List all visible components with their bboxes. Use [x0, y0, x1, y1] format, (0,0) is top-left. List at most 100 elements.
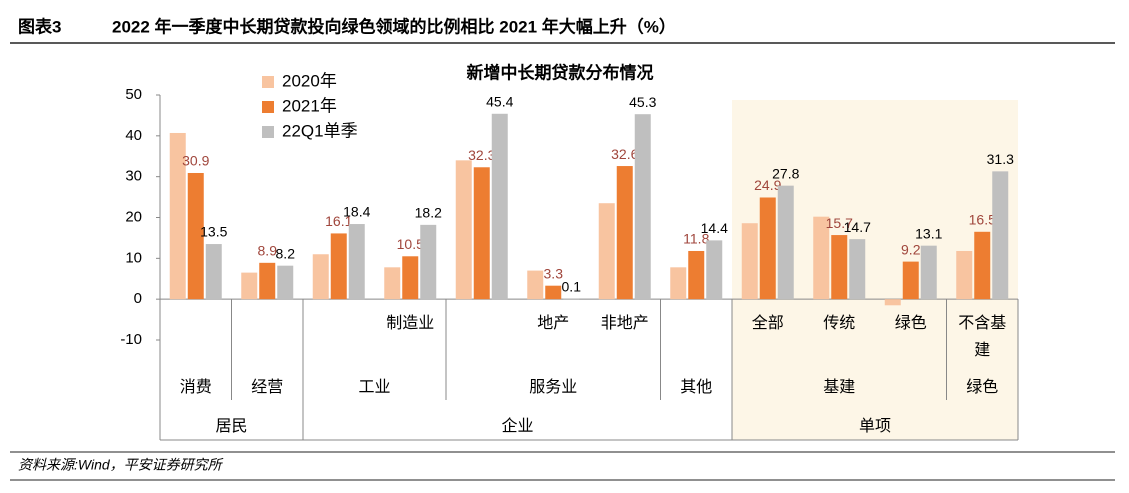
- legend-label: 2020年: [282, 71, 337, 90]
- category-label-box: 不含基建: [958, 315, 1007, 359]
- data-label: 18.4: [343, 204, 370, 220]
- legend-label: 2021年: [282, 96, 337, 115]
- category-label-box: 全部: [751, 315, 784, 332]
- data-label: 11.8: [683, 231, 709, 247]
- category-group-label: 其他: [680, 378, 712, 396]
- bar: [706, 240, 723, 300]
- bar: [688, 250, 705, 300]
- bar: [813, 216, 830, 300]
- bar: [884, 299, 901, 306]
- bar: [420, 224, 437, 300]
- legend-swatch: [262, 101, 274, 113]
- data-label: 32.3: [468, 147, 495, 163]
- bar: [831, 235, 848, 300]
- x-tick-label: 不含基建: [958, 315, 1007, 359]
- x-tick-label: 地产: [537, 315, 570, 332]
- bar: [169, 132, 186, 300]
- category-group-label: 单项: [859, 417, 891, 435]
- bar: [259, 262, 276, 300]
- category-label-box: 绿色: [894, 315, 927, 332]
- y-tick-label: 40: [125, 127, 142, 144]
- data-label: 3.3: [544, 265, 564, 281]
- bar: [527, 270, 544, 300]
- bar: [241, 272, 258, 300]
- category-group-label: 基建: [823, 378, 855, 396]
- data-label: 10.5: [397, 236, 424, 252]
- category-group-label: 消费: [180, 378, 212, 396]
- legend-swatch: [262, 126, 274, 138]
- bar: [616, 166, 633, 300]
- data-label: 24.9: [754, 177, 781, 193]
- category-label-box: 制造业: [386, 315, 435, 332]
- bar: [902, 261, 919, 300]
- data-label: 45.4: [486, 93, 513, 109]
- data-label: 14.7: [844, 219, 871, 235]
- y-tick-label: -10: [120, 331, 142, 348]
- data-label: 31.3: [987, 151, 1014, 167]
- bar: [402, 256, 419, 300]
- data-label: 0.1: [562, 278, 582, 294]
- bar: [491, 113, 508, 300]
- x-tick-label: 传统: [823, 315, 856, 332]
- x-tick-label: 制造业: [386, 315, 435, 332]
- category-group-label: 绿色: [966, 378, 998, 396]
- y-tick-label: 10: [125, 249, 142, 266]
- data-label: 32.6: [611, 146, 638, 162]
- bar: [312, 254, 329, 300]
- bar: [849, 239, 866, 300]
- category-group-label: 工业: [358, 378, 390, 396]
- data-label: 8.2: [276, 245, 296, 261]
- legend-label: 22Q1单季: [282, 121, 358, 140]
- y-tick-label: 0: [134, 290, 142, 307]
- y-tick-label: 20: [125, 208, 142, 225]
- data-label: 8.9: [258, 243, 278, 259]
- data-label: 15.7: [826, 215, 853, 231]
- bar: [277, 265, 294, 300]
- data-label: 14.4: [701, 220, 728, 236]
- data-label: 45.3: [629, 94, 656, 110]
- bar: [956, 250, 973, 300]
- bar: [205, 244, 222, 300]
- bar: [670, 267, 687, 300]
- bar: [974, 231, 991, 300]
- y-tick-label: 50: [125, 86, 142, 103]
- y-tick-label: 30: [125, 168, 142, 185]
- category-label-box: 传统: [823, 315, 856, 332]
- data-label: 18.2: [415, 205, 442, 221]
- chart: 新增中长期贷款分布情况 -10 0 10 20 30 40 50 消费 经营 工业 服务业 其他 基建 绿色…: [120, 62, 1019, 441]
- category-group-label: 经营: [251, 378, 283, 396]
- figure-label: 图表3: [18, 16, 61, 36]
- bar: [634, 114, 651, 300]
- bar: [473, 167, 490, 300]
- source: 资料来源:Wind，平安证券研究所: [18, 457, 224, 473]
- category-group-label: 居民: [215, 418, 247, 435]
- figure-title: 2022 年一季度中长期贷款投向绿色领域的比例相比 2021 年大幅上升（%）: [112, 16, 676, 36]
- data-label: 13.1: [915, 225, 942, 241]
- data-label: 16.5: [969, 211, 996, 227]
- legend-swatch: [262, 76, 274, 88]
- data-label: 16.1: [325, 213, 352, 229]
- bar: [348, 224, 365, 300]
- bar: [598, 203, 615, 300]
- bar: [777, 185, 794, 300]
- x-tick-label: 全部: [751, 315, 784, 332]
- data-label: 27.8: [772, 165, 799, 181]
- bar: [992, 171, 1009, 300]
- category-label-box: 地产: [537, 315, 570, 332]
- data-label: 30.9: [182, 153, 209, 169]
- x-tick-label: 绿色: [894, 315, 927, 332]
- bar: [455, 160, 472, 300]
- category-group-label: 企业: [501, 417, 533, 435]
- bar: [920, 245, 937, 300]
- data-label: 9.2: [901, 241, 921, 257]
- data-label: 13.5: [200, 224, 227, 240]
- bar: [330, 233, 347, 300]
- bar: [741, 223, 758, 300]
- category-group-label: 服务业: [529, 378, 577, 396]
- bar: [384, 267, 401, 300]
- category-label-box: 非地产: [600, 315, 649, 332]
- bar: [187, 172, 204, 300]
- bar: [545, 285, 562, 300]
- x-tick-label: 非地产: [600, 315, 649, 332]
